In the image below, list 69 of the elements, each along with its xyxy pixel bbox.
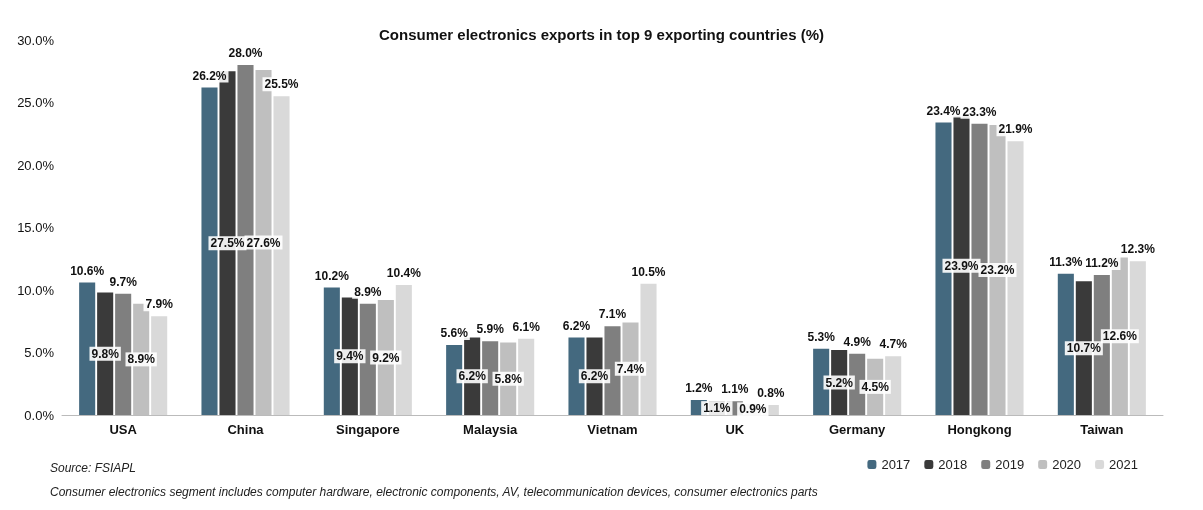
data-label: 6.2% xyxy=(580,369,609,384)
y-tick-label: 25.0% xyxy=(17,95,55,110)
data-label: 9.2% xyxy=(372,350,400,365)
y-tick-label: 10.0% xyxy=(17,282,55,298)
y-tick-label: 20.0% xyxy=(17,157,55,173)
data-label: 1.1% xyxy=(721,382,749,397)
data-label: 23.9% xyxy=(944,258,979,273)
y-tick-label: 5.0% xyxy=(24,345,55,360)
x-tick-label: China xyxy=(227,422,265,437)
data-label: 11.2% xyxy=(1085,256,1119,270)
text: Consumer electronics segment includes computer hardware, electronic components, AV, telecommunication devices, consumer electronics parts xyxy=(50,485,818,499)
legend-label: 2019 xyxy=(995,457,1025,472)
legend-label: 2021 xyxy=(1109,457,1138,472)
data-label: 27.5% xyxy=(210,236,245,251)
data-label: 5.2% xyxy=(825,375,854,390)
data-label: 12.3% xyxy=(1120,242,1156,257)
data-label: 5.3% xyxy=(807,329,836,344)
data-label: 7.1% xyxy=(598,307,627,322)
data-label: 4.7% xyxy=(879,337,908,352)
data-label: 23.3% xyxy=(962,104,997,119)
data-label: 1.2% xyxy=(685,381,713,395)
data-label: 9.7% xyxy=(109,274,138,289)
data-label: 11.3% xyxy=(1049,254,1083,269)
data-label: 0.8% xyxy=(757,386,785,400)
data-label: 10.4% xyxy=(386,266,422,280)
x-tick-label: Singapore xyxy=(336,422,400,437)
data-label: 6.2% xyxy=(562,318,591,333)
legend-label: 2017 xyxy=(881,457,911,472)
data-label: 10.2% xyxy=(314,268,350,283)
legend-label: 2018 xyxy=(938,457,968,472)
data-label: 8.9% xyxy=(127,352,156,367)
data-label: 26.2% xyxy=(192,68,227,83)
data-label: 5.6% xyxy=(440,326,469,340)
data-label: 5.8% xyxy=(494,371,523,386)
data-label: 25.5% xyxy=(264,77,299,92)
y-tick-label: 0.0% xyxy=(24,407,55,423)
data-label: 23.4% xyxy=(926,103,961,118)
data-label: 4.9% xyxy=(843,334,872,349)
data-label: 10.6% xyxy=(70,263,105,278)
x-tick-label: Malaysia xyxy=(463,422,519,437)
x-tick-label: USA xyxy=(109,422,138,437)
data-label: 7.9% xyxy=(145,297,174,312)
data-label: 6.2% xyxy=(458,369,487,384)
data-label: 7.4% xyxy=(616,361,645,376)
data-label: 0.9% xyxy=(739,402,767,417)
data-label: 6.1% xyxy=(512,319,541,334)
source-note: Source: FSIAPL xyxy=(50,461,137,475)
legend-label: 2020 xyxy=(1052,457,1082,472)
data-label: 21.9% xyxy=(998,122,1033,137)
data-label: 23.2% xyxy=(980,263,1015,277)
data-label: 10.7% xyxy=(1066,341,1102,356)
data-label: 27.6% xyxy=(246,235,281,250)
x-tick-label: Hongkong xyxy=(947,422,1012,437)
y-tick-label: 30.0% xyxy=(17,32,55,48)
data-label: 8.9% xyxy=(354,284,382,299)
x-tick-label: Taiwan xyxy=(1080,422,1124,437)
y-tick-label: 15.0% xyxy=(17,220,55,235)
data-label: 9.4% xyxy=(336,349,364,364)
x-tick-label: Vietnam xyxy=(587,422,638,437)
x-tick-label: Germany xyxy=(828,422,887,437)
data-label: 5.9% xyxy=(476,322,505,337)
data-label: 12.6% xyxy=(1102,329,1138,344)
data-label: 28.0% xyxy=(228,46,263,60)
data-label: 10.5% xyxy=(631,264,666,279)
data-label: 4.5% xyxy=(861,379,890,394)
data-label: 1.1% xyxy=(703,401,731,416)
data-label: 9.8% xyxy=(91,346,120,361)
chart-title: Consumer electronics exports in top 9 exporting countries (%) xyxy=(378,26,825,43)
x-tick-label: UK xyxy=(725,422,745,437)
